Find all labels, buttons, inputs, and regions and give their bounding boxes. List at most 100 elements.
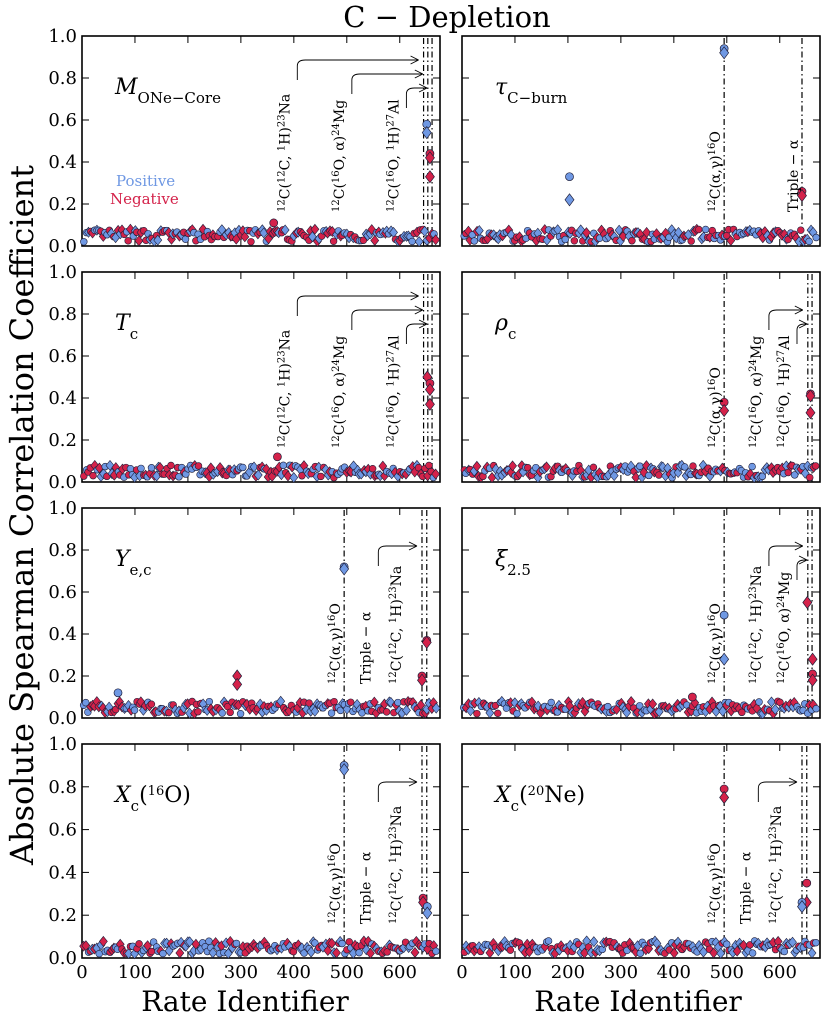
reaction-label-text: 12C(α,γ)16O [707, 843, 725, 924]
reaction-label-text: 12C(16O, 1H)27Al [385, 335, 403, 448]
reaction-label: Triple − α [358, 851, 374, 924]
data-point-circle [635, 702, 644, 710]
data-point-diamond [654, 706, 664, 718]
reaction-label: 12C(α,γ)16O [707, 843, 725, 924]
highlight-point-diamond [719, 790, 730, 805]
panel-frame [461, 507, 821, 719]
x-tick-label: 500 [330, 962, 364, 983]
x-tick-label: 0 [456, 962, 467, 983]
reaction-label: 12C(12C, 1H)23Na [747, 566, 765, 684]
legend-positive: Positive [116, 172, 175, 190]
reaction-label-text: 12C(12C, 1H)23Na [388, 806, 406, 924]
data-point-circle [636, 462, 644, 470]
data-point-circle [598, 945, 607, 954]
x-tick-label: 500 [710, 962, 744, 983]
panel-grid: 0.0 0.2 0.4 0.6 0.8 1.0 12C(12C, 1H)23Na 12C(16… [48, 26, 821, 983]
y-tick-label: 0.6 [48, 820, 77, 841]
data-point-diamond [716, 947, 726, 959]
y-tick-label: 0.0 [48, 708, 77, 729]
arrow-head [788, 777, 798, 787]
reaction-arrow [296, 295, 419, 316]
highlight-point-diamond [339, 562, 350, 576]
reaction-label-text: 12C(16O, α)24Mg [775, 572, 793, 684]
background-points [79, 695, 441, 719]
x-tick-label: 0 [76, 962, 87, 983]
data-point-circle [279, 461, 288, 470]
data-point-circle [570, 237, 579, 245]
highlight-point-circle [802, 878, 812, 888]
figure-title: C − Depletion [343, 0, 550, 34]
reaction-arrow [405, 323, 428, 344]
reaction-label-text: 12C(12C, 1H)23Na [276, 94, 294, 212]
data-point-circle [317, 472, 325, 481]
legend-negative: Negative [110, 190, 179, 208]
data-point-diamond [367, 224, 377, 236]
data-point-circle [232, 939, 241, 948]
arrow-head [794, 541, 804, 551]
y-tick-label: 0.8 [48, 68, 77, 89]
background-points [80, 223, 441, 248]
highlight-point-diamond [719, 652, 730, 666]
panel-label: Xc(16O) [113, 783, 191, 815]
background-points [460, 459, 820, 484]
panel-p6: 12C(α,γ)16O 12C(12C, 1H)23Na 12C(16O, α)24… [459, 507, 821, 720]
reaction-label: 12C(16O, α)24Mg [330, 100, 348, 212]
data-point-diamond [253, 469, 263, 481]
data-point-diamond [420, 225, 430, 237]
reaction-label-text: Triple − α [786, 139, 802, 212]
y-tick-label: 1.0 [48, 734, 77, 755]
reaction-label-text: 12C(12C, 1H)23Na [276, 330, 294, 448]
data-point-circle [547, 698, 555, 707]
panel-p8: 0 100 200 300 400 500 600 12C(α,γ)16O Triple − α… [456, 743, 821, 983]
y-tick-label: 0.8 [48, 540, 77, 561]
highlight-point-diamond [417, 673, 427, 687]
data-point-diamond [223, 947, 233, 959]
y-tick-label: 0.4 [48, 624, 77, 645]
reaction-label: 12C(16O, α)24Mg [330, 336, 348, 448]
data-point-diamond [648, 698, 658, 710]
reaction-arrow [796, 323, 808, 344]
data-point-diamond [431, 468, 441, 480]
reaction-label: 12C(12C, 1H)23Na [276, 94, 294, 212]
background-points [460, 935, 820, 960]
data-point-diamond [386, 696, 396, 708]
data-point-circle [432, 947, 440, 955]
panel-p3: 0.0 0.2 0.4 0.6 0.8 1.0 12C(12C, 1H)23Na 12C(16… [48, 262, 441, 493]
data-point-circle [755, 698, 763, 706]
y-tick-label: 0.4 [48, 388, 77, 409]
reaction-label: 12C(16O, 1H)27Al [385, 99, 403, 212]
highlight-point-diamond [425, 151, 435, 165]
data-point-diamond [124, 948, 133, 960]
data-point-diamond [332, 947, 341, 959]
data-point-circle [89, 471, 97, 480]
data-point-diamond [487, 472, 497, 484]
data-point-circle [205, 937, 213, 945]
highlight-point-diamond [805, 389, 816, 403]
data-point-diamond [580, 947, 589, 959]
data-point-diamond [327, 937, 337, 949]
data-point-diamond [644, 943, 654, 955]
panel-frame [81, 743, 441, 959]
y-tick-label: 0.4 [48, 862, 77, 883]
x-axis-label-right: Rate Identifier [534, 985, 742, 1018]
data-point-circle [175, 473, 183, 481]
highlight-point-circle [688, 692, 697, 702]
data-point-circle [628, 237, 636, 245]
reaction-label: 12C(α,γ)16O [707, 603, 725, 684]
data-point-circle [524, 463, 532, 472]
data-point-diamond [310, 705, 320, 717]
data-point-diamond [726, 235, 736, 246]
reaction-label: Triple − α [738, 851, 754, 924]
y-tick-label: 0.2 [48, 430, 77, 451]
reaction-label-text: 12C(16O, 1H)27Al [385, 99, 403, 212]
highlight-point-diamond [807, 673, 818, 687]
y-tick-label: 0.6 [48, 110, 77, 131]
data-point-circle [425, 461, 433, 470]
reaction-label: 12C(α,γ)16O [327, 843, 345, 924]
y-axis-label: Absolute Spearman Correlation Coefficien… [3, 165, 41, 866]
data-point-circle [812, 938, 820, 947]
data-point-circle [80, 238, 88, 246]
data-point-circle [748, 949, 757, 957]
data-point-circle [239, 463, 247, 472]
x-tick-label: 100 [118, 962, 152, 983]
